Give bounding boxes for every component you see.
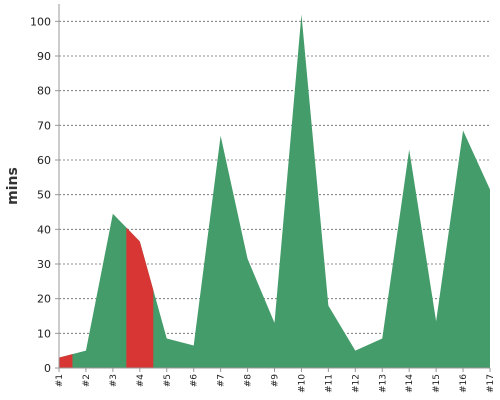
x-tick-label: #1 [55,374,65,387]
x-tick-label: #12 [351,374,361,393]
x-tick-label: #10 [297,374,307,393]
y-tick-label: 0 [44,362,51,375]
highlight-area [126,227,154,368]
x-tick-label: #4 [136,374,146,388]
x-tick-label: #15 [432,374,442,393]
plot-area [59,14,490,369]
x-tick-label: #11 [324,374,334,393]
x-tick-label: #5 [163,374,173,387]
y-tick-label: 10 [37,327,51,340]
y-tick-label: 100 [30,15,51,28]
series-area [59,14,490,369]
x-tick-label: #13 [378,374,388,393]
y-tick-label: 60 [37,154,51,167]
x-tick-label: #2 [82,374,92,387]
y-tick-label: 20 [37,293,51,306]
x-tick-label: #17 [486,374,496,393]
y-axis-ticks: 0 10 20 30 40 50 60 70 80 90 100 [30,15,59,375]
x-tick-label: #8 [244,374,254,388]
y-tick-label: 30 [37,258,51,271]
y-tick-label: 50 [37,189,51,202]
y-tick-label: 90 [37,50,51,63]
y-axis-title: mins [5,167,21,205]
highlight-area [59,354,73,368]
x-tick-label: #6 [190,374,200,388]
y-tick-label: 40 [37,223,51,236]
x-tick-label: #3 [109,374,119,387]
y-tick-label: 80 [37,85,51,98]
x-tick-label: #7 [217,374,227,387]
x-tick-label: #9 [271,374,281,388]
x-axis-ticks: #1 #2 #3 #4 #5 #6 #7 #8 #9 #10 #11 #12 #13 #14 #15 #16 #… [55,368,496,393]
x-tick-label: #14 [405,374,415,393]
y-tick-label: 70 [37,119,51,132]
x-tick-label: #16 [459,374,469,393]
